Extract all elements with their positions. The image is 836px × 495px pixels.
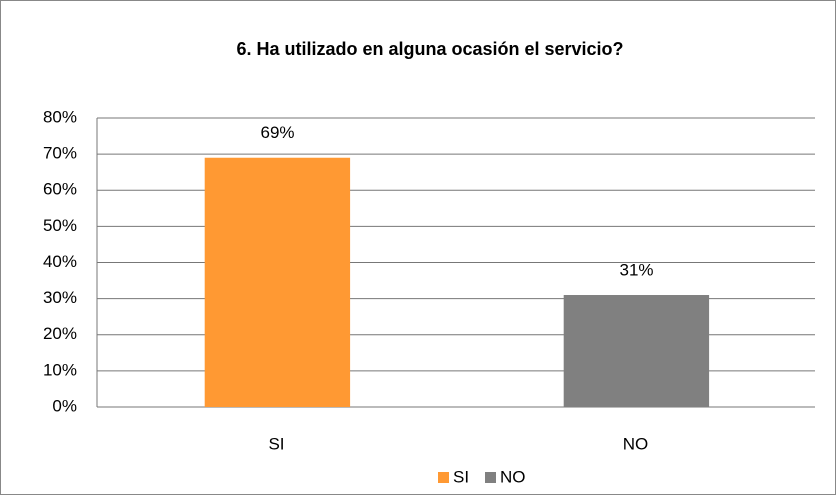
- data-label: 31%: [619, 260, 653, 279]
- y-tick-label: 10%: [43, 360, 77, 379]
- bar: [563, 295, 710, 407]
- data-label: 69%: [260, 123, 294, 142]
- y-tick-label: 40%: [43, 252, 77, 271]
- legend-swatch: [485, 472, 496, 483]
- bar: [204, 157, 351, 407]
- legend-label: SI: [453, 467, 469, 486]
- y-tick-label: 70%: [43, 144, 77, 163]
- y-tick-label: 30%: [43, 288, 77, 307]
- x-tick-label: NO: [623, 434, 649, 453]
- y-tick-label: 80%: [43, 107, 77, 126]
- legend-swatch: [438, 472, 449, 483]
- y-tick-label: 0%: [52, 396, 77, 415]
- y-tick-label: 50%: [43, 216, 77, 235]
- x-tick-label: SI: [268, 434, 284, 453]
- chart-title: 6. Ha utilizado en alguna ocasión el ser…: [236, 39, 623, 59]
- y-tick-label: 60%: [43, 180, 77, 199]
- y-tick-label: 20%: [43, 324, 77, 343]
- legend-label: NO: [500, 467, 526, 486]
